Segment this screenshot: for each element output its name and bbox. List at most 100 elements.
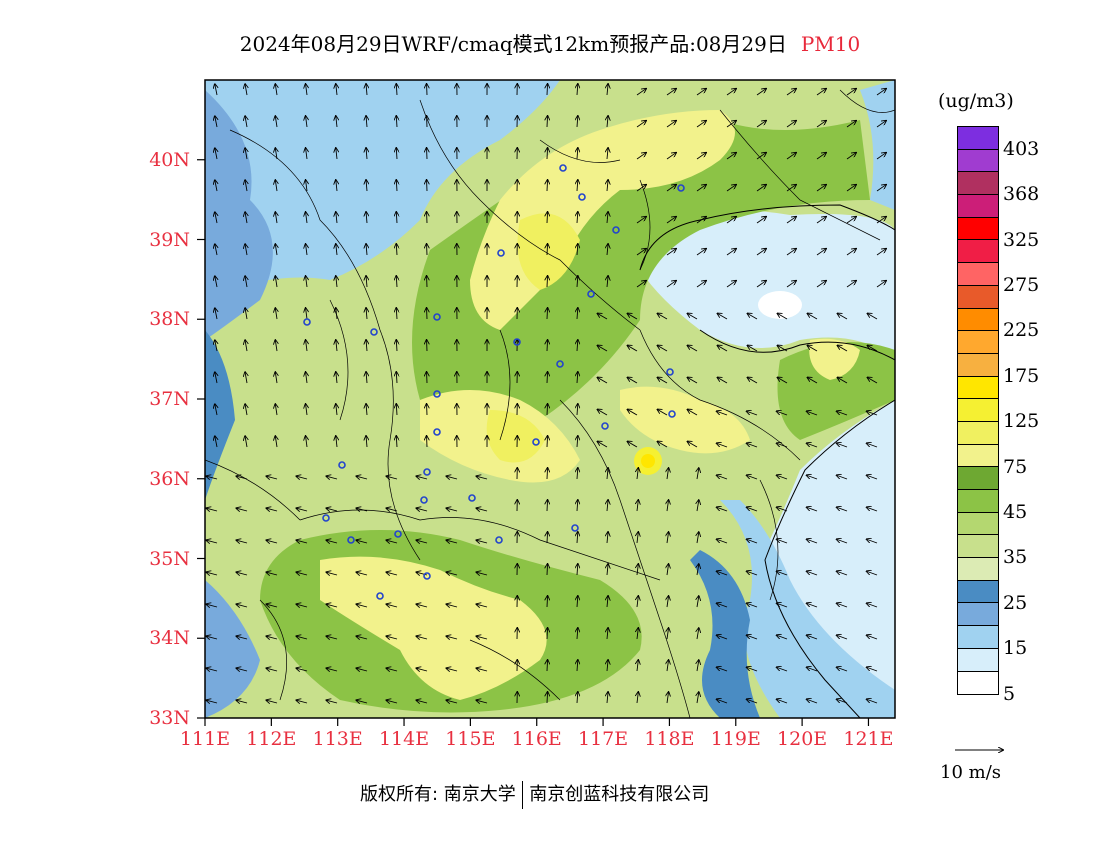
wind-arrow	[275, 148, 277, 160]
wind-arrow	[636, 217, 646, 224]
coastal-dark-band	[690, 550, 760, 718]
wind-arrow	[306, 372, 307, 384]
legend-label: 35	[1003, 546, 1028, 569]
wind-arrow	[717, 635, 728, 640]
wind-arrow	[366, 308, 367, 320]
wind-arrow	[657, 410, 668, 416]
wind-arrow	[236, 476, 248, 479]
wind-arrow	[547, 468, 548, 480]
wind-arrow	[807, 603, 818, 608]
shandong-green-area	[777, 342, 895, 440]
wind-arrow	[747, 443, 758, 448]
wind-arrow	[416, 508, 428, 511]
city-station-marker	[433, 390, 441, 398]
wind-arrow	[396, 244, 397, 256]
wind-arrow	[366, 148, 367, 160]
wind-arrow	[577, 340, 578, 352]
wind-arrow	[666, 249, 676, 256]
wind-arrow	[215, 276, 217, 288]
wind-arrow	[697, 564, 699, 576]
wind-arrow	[867, 667, 878, 672]
legend-swatch	[958, 671, 998, 695]
wind-arrow	[657, 442, 668, 448]
wind-arrow	[607, 468, 608, 480]
wind-arrow	[236, 700, 248, 703]
city-station-marker	[420, 496, 428, 504]
wind-reference-label: 10 m/s	[940, 762, 1001, 783]
wind-arrow	[206, 604, 218, 607]
wind-arrow	[816, 185, 826, 192]
wind-arrow	[386, 508, 398, 511]
wind-arrow	[366, 436, 367, 448]
wind-arrow	[547, 692, 548, 704]
west-blue-band	[205, 90, 273, 340]
wind-arrow	[577, 180, 578, 192]
wind-arrow	[547, 628, 548, 640]
wind-arrow	[215, 116, 217, 128]
title-variable: PM10	[800, 32, 861, 56]
wind-arrow	[667, 628, 669, 640]
wind-arrow	[396, 84, 397, 96]
wind-arrow	[777, 346, 788, 352]
wind-arrow	[786, 121, 796, 128]
legend-swatch	[958, 535, 998, 559]
wind-arrow	[756, 281, 766, 288]
wind-arrow	[636, 281, 646, 288]
map-title: 2024年08月29日WRF/cmaq模式12km预报产品:08月29日 PM10	[0, 28, 1100, 57]
wind-arrow	[306, 116, 307, 128]
lon-label: 116E	[511, 728, 562, 750]
wind-arrow	[336, 180, 337, 192]
wind-arrow	[396, 308, 397, 320]
legend-label: 45	[1003, 500, 1028, 523]
wind-arrow	[657, 378, 668, 384]
wind-arrow	[396, 436, 397, 448]
wind-arrow	[837, 378, 848, 384]
title-main: 2024年08月29日WRF/cmaq模式12km预报产品:08月29日	[239, 32, 787, 56]
wind-arrow	[547, 276, 548, 288]
wind-arrow	[296, 476, 308, 479]
wind-arrow	[867, 346, 878, 352]
wind-arrow	[687, 314, 698, 320]
wind-arrow	[837, 539, 848, 544]
wind-arrow	[416, 540, 428, 543]
wind-arrow	[717, 603, 728, 608]
wind-arrow	[396, 116, 397, 128]
wind-arrow	[777, 507, 788, 512]
wind-arrow	[215, 244, 217, 256]
wind-arrow	[336, 340, 337, 352]
wind-arrow	[206, 476, 218, 479]
wind-arrow	[245, 212, 247, 224]
city-stations	[303, 164, 685, 600]
lat-label: 35N	[149, 547, 190, 570]
city-station-marker	[612, 226, 620, 234]
coastline-east	[764, 399, 895, 718]
city-station-marker	[423, 468, 431, 476]
wind-arrow	[667, 564, 669, 576]
legend-label: 5	[1003, 682, 1016, 705]
wind-arrow	[356, 636, 368, 639]
color-legend	[957, 126, 999, 696]
wind-arrow	[236, 572, 248, 575]
lon-label: 121E	[843, 728, 894, 750]
wind-arrow	[696, 281, 706, 288]
wind-arrow	[717, 411, 728, 416]
wind-arrow	[245, 148, 247, 160]
wind-arrow	[816, 89, 826, 96]
wind-arrow	[296, 508, 308, 511]
lat-label: 33N	[149, 707, 190, 729]
wind-arrow	[777, 603, 788, 608]
wind-arrow	[245, 436, 247, 448]
wind-arrow	[236, 540, 248, 543]
wind-arrow	[577, 436, 578, 448]
wind-arrow	[356, 476, 368, 479]
wind-arrow	[245, 308, 247, 320]
wind-arrow	[666, 217, 676, 224]
wind-arrow	[666, 153, 676, 160]
wind-arrow	[245, 276, 247, 288]
wind-arrow	[476, 700, 488, 703]
wind-arrow	[846, 121, 856, 128]
wind-arrow	[807, 667, 818, 672]
wind-arrow	[296, 700, 308, 703]
wind-arrow	[807, 443, 818, 448]
wind-arrow	[577, 596, 578, 608]
